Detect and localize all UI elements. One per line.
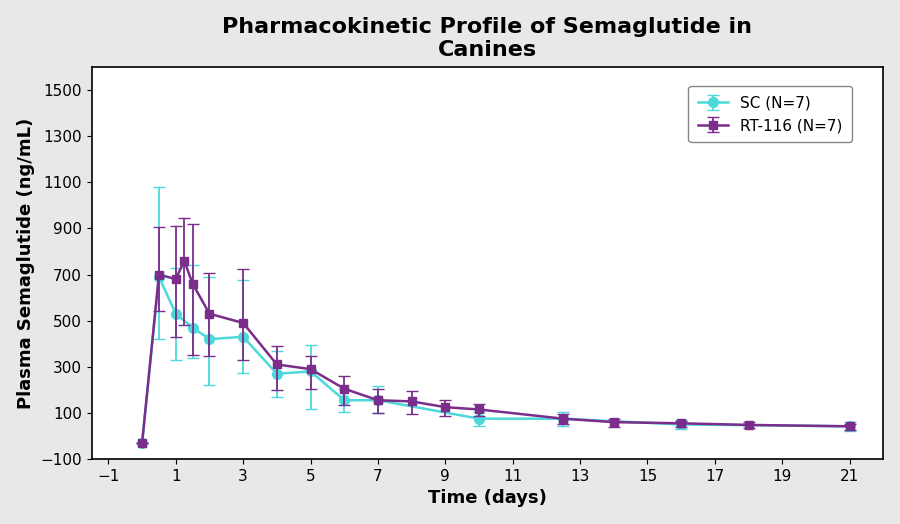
Title: Pharmacokinetic Profile of Semaglutide in
Canines: Pharmacokinetic Profile of Semaglutide i… <box>222 17 752 60</box>
X-axis label: Time (days): Time (days) <box>428 489 547 507</box>
Y-axis label: Plasma Semaglutide (ng/mL): Plasma Semaglutide (ng/mL) <box>17 117 35 409</box>
Legend: SC (N=7), RT-116 (N=7): SC (N=7), RT-116 (N=7) <box>688 86 852 143</box>
